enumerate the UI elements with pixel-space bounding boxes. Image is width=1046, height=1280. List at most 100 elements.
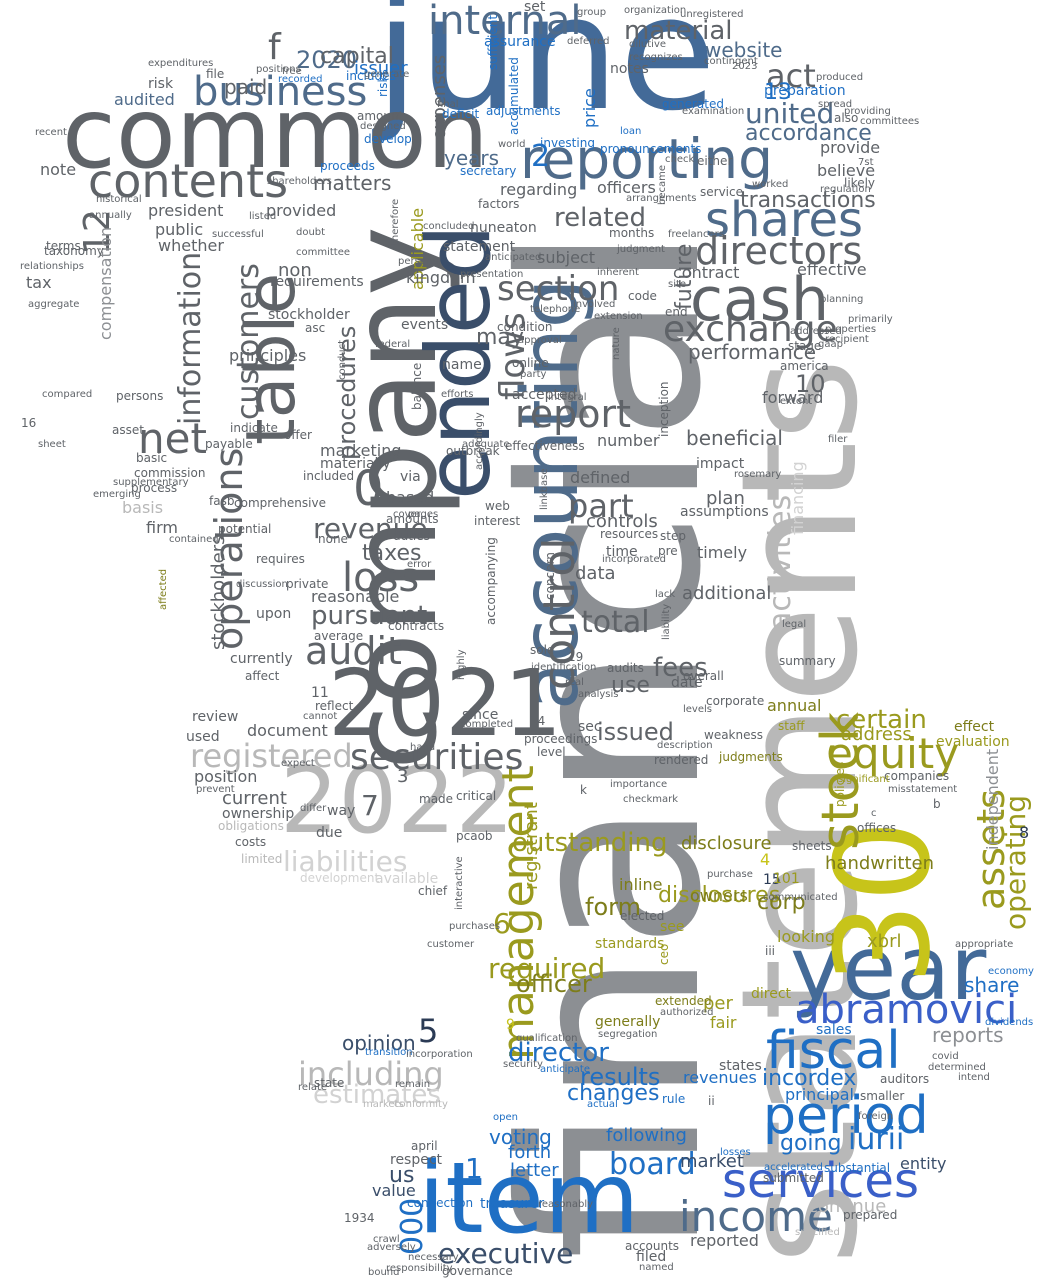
word-liabilities: liabilities: [283, 845, 408, 878]
word-committees: committees: [860, 116, 920, 127]
word-aggregate: aggregate: [28, 299, 80, 310]
word-contract: contract: [673, 263, 740, 282]
word-proceedings: proceedings: [524, 732, 598, 746]
word-iurii: iurii: [848, 1122, 905, 1157]
word-properties: properties: [825, 324, 877, 335]
word-shareholders: shareholders: [267, 176, 332, 187]
word-inception: inception: [657, 381, 671, 437]
word-differ: differ: [300, 803, 327, 814]
word-nuneaton: nuneaton: [470, 220, 537, 236]
word-deferred: deferred: [567, 36, 610, 47]
word-timely: timely: [697, 543, 748, 562]
word-9: 9: [506, 1017, 515, 1033]
word-online: online: [512, 356, 549, 370]
word-data: data: [575, 563, 616, 584]
word-securities: securities: [350, 737, 524, 778]
word-controls: controls: [586, 511, 658, 532]
word-concluded: concluded: [423, 221, 475, 232]
word-paid: paid: [224, 75, 268, 99]
word-act: act: [766, 57, 816, 95]
word-loss: loss: [342, 555, 420, 601]
word-based: based: [386, 488, 435, 507]
word-whether: whether: [158, 236, 224, 255]
word-governance: governance: [442, 1264, 513, 1278]
word-incordex: incordex: [762, 1066, 857, 1091]
word-3: 3: [397, 766, 409, 787]
word-contingent: contingent: [704, 56, 758, 67]
word-none: none: [318, 532, 348, 546]
word-issued: issued: [597, 718, 674, 746]
word-marketing: marketing: [320, 441, 402, 460]
word-101: 101: [773, 871, 800, 887]
word-world: world: [498, 139, 526, 150]
word-reflect: reflect: [315, 699, 354, 713]
word-section: section: [497, 269, 620, 309]
word-provide: provide: [820, 138, 881, 157]
word-therefore: therefore: [390, 198, 401, 245]
word-level: level: [537, 745, 566, 759]
word-identification: identification: [531, 662, 597, 673]
word-financing: financing: [788, 461, 807, 535]
word-critical: critical: [456, 789, 497, 803]
word-provided: provided: [266, 201, 337, 220]
word-state: state: [314, 1076, 345, 1090]
word-accepted: accepted: [512, 387, 577, 403]
word-abramovici: abramovici: [795, 987, 1018, 1033]
word-corporate: corporate: [706, 694, 765, 708]
word-likely: likely: [844, 176, 876, 190]
word-14: 14: [530, 714, 546, 728]
word-5: 5: [418, 1012, 439, 1050]
word-since: since: [462, 707, 499, 723]
word-effect: effect: [954, 719, 995, 735]
word-k: k: [580, 783, 587, 797]
word-economy: economy: [988, 966, 1034, 977]
word-significant: significant: [838, 774, 890, 785]
word-due: due: [316, 825, 343, 841]
word-material: material: [624, 16, 733, 46]
word-total: total: [581, 605, 650, 640]
word-efforts: efforts: [441, 389, 474, 400]
word-doubt: doubt: [296, 227, 326, 238]
word-forth: forth: [508, 1142, 552, 1163]
word-relate: relate: [298, 1082, 328, 1093]
word-beneficial: beneficial: [686, 426, 783, 450]
word-expect: expect: [281, 758, 315, 769]
word-reasonable: reasonable: [311, 587, 400, 606]
word-communicated: communicated: [763, 892, 838, 903]
word-incorporation: incorporation: [406, 1049, 473, 1060]
word-disclosures: disclosures: [658, 883, 781, 908]
word-officer: officer: [516, 970, 592, 998]
word-auditors: auditors: [880, 1072, 930, 1086]
word-weakness: weakness: [704, 728, 763, 742]
word-additional: additional: [682, 583, 772, 604]
word-handwritten: handwritten: [825, 853, 934, 874]
word-dilutive: dilutive: [629, 39, 667, 50]
word-importance: importance: [610, 779, 668, 790]
word-extended: extended: [655, 994, 712, 1008]
word-spread: spread: [818, 99, 853, 110]
word-filer: filer: [828, 434, 848, 445]
word-indicate: indicate: [230, 421, 278, 435]
word-current: current: [222, 788, 287, 809]
word-customer: customer: [427, 939, 475, 950]
word-upon: upon: [256, 606, 292, 622]
word-private: private: [286, 577, 329, 591]
word-real: real: [565, 677, 584, 688]
word-date: date: [671, 675, 703, 691]
word-stockholder: stockholder: [268, 307, 350, 323]
word-outbreak: outbreak: [446, 444, 500, 458]
word-including: including: [298, 1055, 444, 1093]
word-requires: requires: [256, 552, 305, 566]
word-basis: basis: [122, 498, 164, 517]
word-letter: letter: [510, 1160, 559, 1181]
word-accordance: accordance: [745, 121, 872, 146]
word-adversely: adversely: [367, 1242, 416, 1253]
word-fasb: fasb: [209, 494, 235, 508]
word-audited: audited: [114, 90, 175, 109]
word-actual: actual: [587, 1099, 618, 1110]
word-balance: balance: [410, 362, 424, 410]
word-plan: plan: [706, 488, 745, 509]
word-contracts: contracts: [388, 619, 445, 633]
word-either: either: [697, 154, 733, 168]
word-levels: levels: [683, 704, 712, 715]
